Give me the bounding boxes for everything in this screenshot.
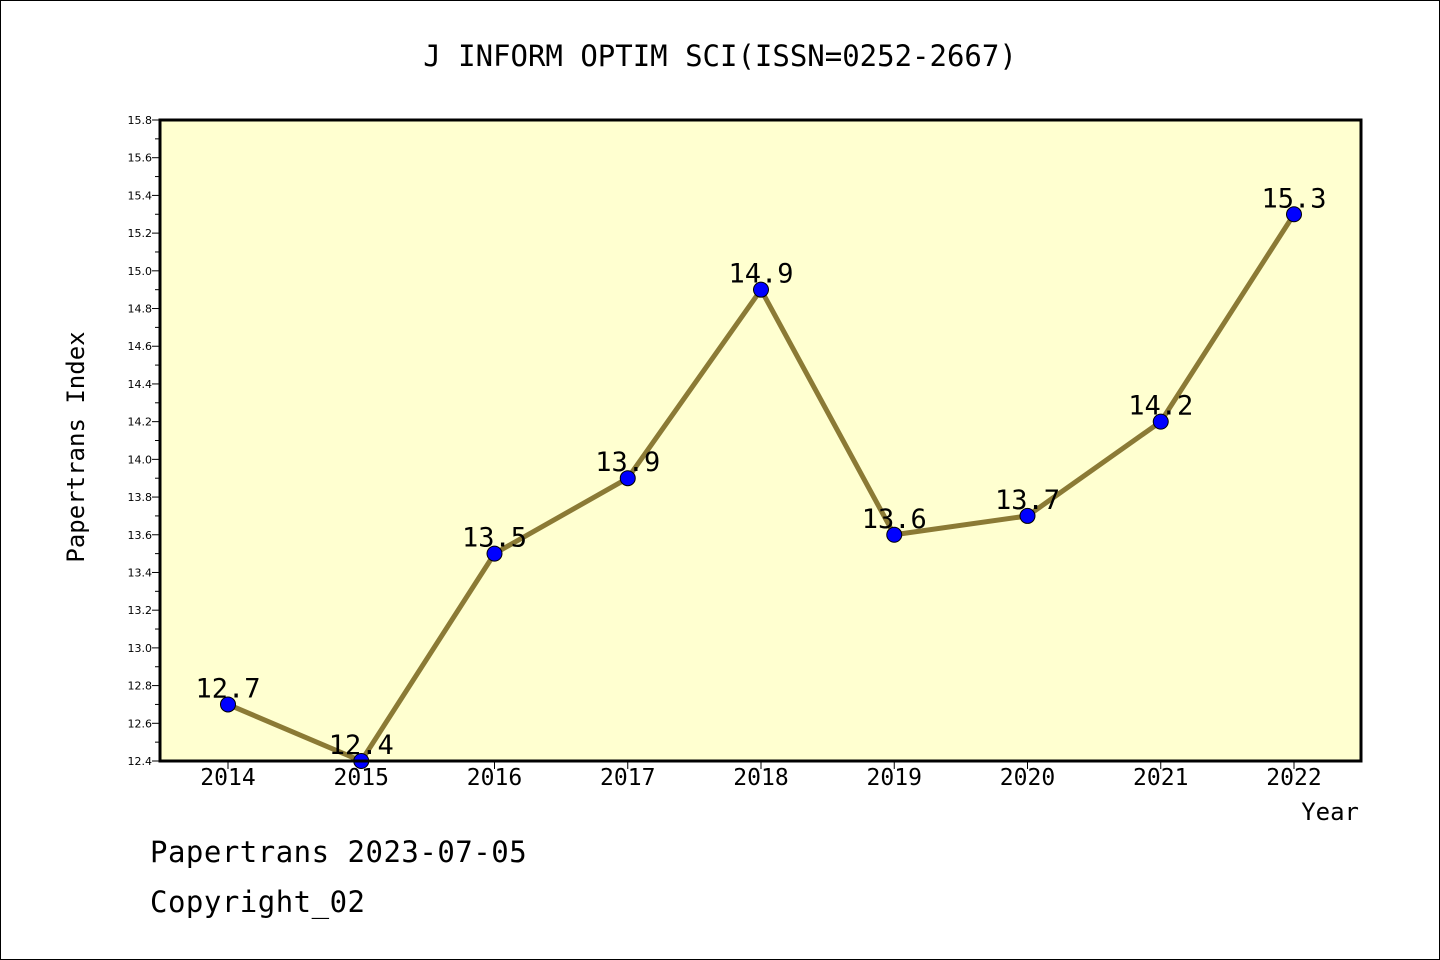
data-label: 15.3 bbox=[1261, 183, 1326, 214]
y-tick-label: 12.8 bbox=[128, 680, 153, 693]
x-tick-label: 2020 bbox=[1000, 765, 1055, 791]
y-tick-label: 14.6 bbox=[128, 340, 153, 353]
y-tick-label: 13.2 bbox=[128, 604, 153, 617]
data-point bbox=[619, 470, 636, 487]
y-tick-label: 12.4 bbox=[128, 755, 153, 768]
y-tick-label: 13.4 bbox=[128, 566, 153, 579]
y-tick-label: 12.6 bbox=[128, 717, 153, 730]
data-label: 12.4 bbox=[329, 730, 394, 761]
data-point bbox=[1286, 206, 1302, 223]
y-tick-label: 15.8 bbox=[128, 114, 153, 127]
data-label: 13.9 bbox=[595, 447, 660, 478]
x-tick-label: 2021 bbox=[1133, 765, 1188, 791]
data-label: 13.5 bbox=[462, 523, 527, 554]
data-point bbox=[886, 526, 903, 543]
y-tick-label: 14.4 bbox=[128, 378, 153, 391]
x-tick-label: 2017 bbox=[600, 765, 655, 791]
data-label: 13.7 bbox=[995, 485, 1060, 516]
y-tick-label: 13.8 bbox=[128, 491, 153, 504]
data-point bbox=[220, 696, 236, 713]
x-tick-label: 2022 bbox=[1266, 765, 1321, 791]
x-axis-label: Year bbox=[1301, 798, 1359, 826]
y-tick-label: 14.8 bbox=[128, 303, 153, 316]
data-point bbox=[1152, 413, 1169, 430]
data-label: 13.6 bbox=[862, 504, 927, 535]
y-axis: 12.4 12.6 12.8 13.0 13.2 13.4 13.6 13.8 14.0 14.2… bbox=[128, 114, 160, 768]
chart-title: J INFORM OPTIM SCI(ISSN=0252-2667) bbox=[423, 39, 1017, 73]
y-tick-label: 13.0 bbox=[128, 642, 153, 655]
plot-area bbox=[160, 120, 1361, 761]
series-group: 12.7 12.4 13.5 13.9 14.9 13.6 13.7 14.2 15.3 bbox=[195, 183, 1327, 769]
x-tick-label: 2018 bbox=[733, 765, 788, 791]
x-axis: 2014 2015 2016 2017 2018 2019 2020 2021 2022 bbox=[200, 761, 1322, 791]
y-tick-label: 15.6 bbox=[128, 152, 153, 165]
y-tick-label: 14.0 bbox=[128, 453, 153, 466]
y-tick-label: 15.2 bbox=[128, 227, 153, 240]
data-point bbox=[753, 281, 769, 298]
plot-border bbox=[158, 118, 1363, 763]
data-label: 14.9 bbox=[728, 259, 793, 290]
y-axis-label: Papertrans Index bbox=[62, 331, 90, 562]
x-tick-label: 2015 bbox=[334, 765, 389, 791]
y-tick-label: 13.6 bbox=[128, 529, 153, 542]
x-tick-label: 2016 bbox=[467, 765, 522, 791]
y-tick-label: 15.0 bbox=[128, 265, 153, 278]
footer-copyright: Copyright_02 bbox=[150, 885, 366, 919]
data-point bbox=[1019, 507, 1036, 524]
data-point bbox=[486, 545, 503, 562]
y-tick-label: 14.2 bbox=[128, 416, 153, 429]
data-label: 14.2 bbox=[1128, 391, 1193, 422]
x-tick-label: 2014 bbox=[200, 765, 255, 791]
y-tick-label: 15.4 bbox=[128, 189, 153, 202]
x-tick-label: 2019 bbox=[867, 765, 922, 791]
data-label: 12.7 bbox=[195, 673, 260, 704]
footer-date: Papertrans 2023-07-05 bbox=[150, 835, 528, 869]
